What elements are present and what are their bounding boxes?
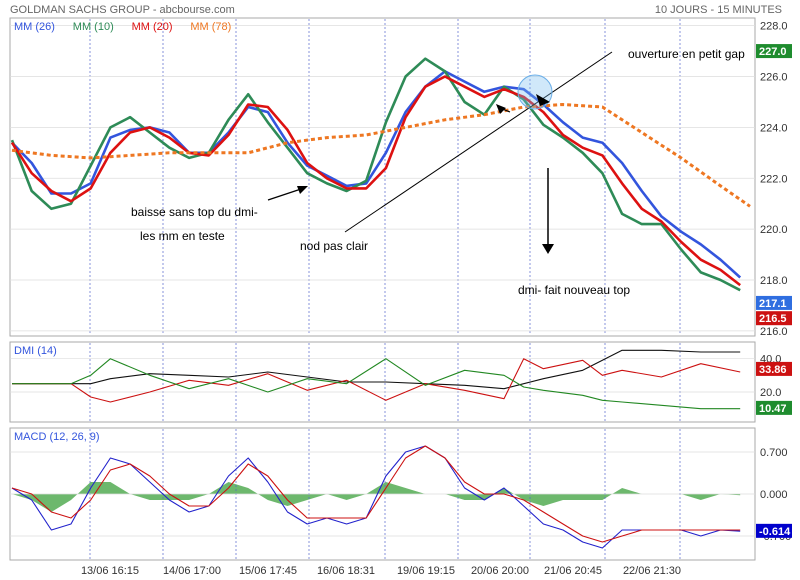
last-value-label: 227.0 — [759, 46, 787, 58]
x-tick-label: 21/06 20:45 — [544, 565, 602, 577]
annotation-dmi-baisse: baisse sans top du dmi- — [131, 205, 258, 219]
y-tick-label: 0.000 — [760, 489, 788, 501]
legend-item: MM (78) — [190, 21, 231, 33]
last-value-badge — [756, 44, 792, 59]
annotation-mm-teste: les mm en teste — [140, 229, 225, 243]
gap-highlight-circle — [517, 74, 553, 110]
y-tick-label: 226.0 — [760, 72, 788, 84]
x-tick-label: 20/06 20:00 — [471, 565, 529, 577]
x-axis: 13/06 16:15 14/06 17:00 15/06 17:45 16/06 1… — [81, 565, 681, 577]
legend-item: MM (20) — [132, 21, 173, 33]
arrow-line-1 — [267, 187, 305, 201]
series-line-signal — [11, 445, 741, 543]
annotation-dmi-top: dmi- fait nouveau top — [518, 283, 630, 297]
series-line-mm-20- — [10, 75, 741, 287]
series-line-mm-10- — [10, 57, 741, 292]
last-value-label: 33.86 — [759, 364, 787, 376]
last-value-badge — [756, 311, 792, 326]
x-tick-label: 13/06 16:15 — [81, 565, 139, 577]
legend-item: DMI (14) — [14, 345, 57, 357]
arrowhead-gap — [536, 94, 550, 106]
trend-line-annotation — [344, 51, 613, 233]
legend-item: MACD (12, 26, 9) — [14, 431, 100, 443]
series-line-red — [12, 358, 741, 403]
x-tick-label: 15/06 17:45 — [239, 565, 297, 577]
last-value-badge — [756, 295, 792, 310]
macd-histogram — [12, 482, 741, 512]
price-layer: 216.0 218.0 220.0 222.0 224.0 226.0 228.0 MM (2… — [10, 19, 792, 338]
arrowhead-2 — [496, 104, 506, 114]
last-value-label: 217.1 — [759, 298, 787, 310]
last-value-badge — [756, 523, 792, 538]
x-tick-label: 22/06 21:30 — [623, 565, 681, 577]
y-tick-label: 216.0 — [760, 326, 788, 338]
last-value-label: -0.614 — [759, 526, 791, 538]
x-tick-label: 14/06 17:00 — [163, 565, 221, 577]
last-value-label: 216.5 — [759, 313, 787, 325]
legend-item: MM (10) — [73, 21, 114, 33]
chart-title: GOLDMAN SACHS GROUP - abcbourse.com — [10, 4, 235, 16]
price-panel — [9, 17, 756, 337]
y-tick-label: 0.700 — [760, 447, 788, 459]
last-value-badge — [756, 361, 792, 376]
y-tick-label: 222.0 — [760, 173, 788, 185]
last-value-badge — [756, 400, 792, 415]
series-line-green — [12, 358, 741, 410]
series-line-black — [12, 349, 741, 390]
last-value-label: 10.47 — [759, 403, 787, 415]
y-tick-label: 20.0 — [760, 387, 781, 399]
x-tick-label: 16/06 18:31 — [317, 565, 375, 577]
series-line-macd — [11, 445, 741, 549]
x-tick-label: 19/06 19:15 — [397, 565, 455, 577]
y-tick-label: 220.0 — [760, 224, 788, 236]
y-tick-label: 218.0 — [760, 275, 788, 287]
arrowhead-3 — [542, 244, 554, 254]
y-tick-label: 228.0 — [760, 21, 788, 33]
chart-period: 10 JOURS - 15 MINUTES — [655, 4, 782, 16]
legend-item: MM (26) — [14, 21, 55, 33]
annotation-gap: ouverture en petit gap — [628, 47, 745, 61]
annotation-nod: nod pas clair — [300, 239, 368, 253]
series-line-mm-26- — [11, 70, 742, 279]
arrowhead-1 — [297, 186, 308, 194]
y-tick-label: 224.0 — [760, 122, 788, 134]
